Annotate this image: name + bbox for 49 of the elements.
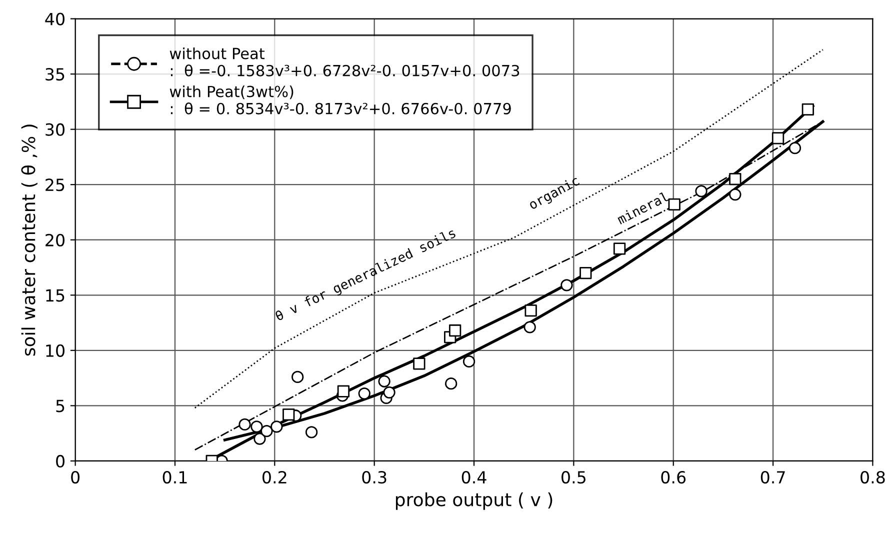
x-tick-label: 0 xyxy=(71,470,80,484)
legend-label: with Peat(3wt%) xyxy=(170,85,294,100)
point xyxy=(305,426,318,438)
point xyxy=(238,418,251,431)
point xyxy=(462,355,476,368)
x-axis-title: probe output ( v ) xyxy=(396,492,552,510)
y-axis-title: soil water content ( θ ,% ) xyxy=(21,124,38,356)
point xyxy=(270,420,283,433)
y-tick-label: 0 xyxy=(56,454,64,468)
annotation: : θ =-0. 1583v³+0. 6728v²-0. 0157v+0. 0073 xyxy=(170,64,520,76)
x-tick-label: 0.2 xyxy=(262,470,286,484)
point xyxy=(580,266,592,280)
x-tick-label: 0.1 xyxy=(162,470,187,484)
point xyxy=(729,188,742,201)
point xyxy=(449,324,462,337)
point xyxy=(378,375,390,388)
point xyxy=(413,358,426,370)
x-tick-label: 0.5 xyxy=(562,470,586,484)
point xyxy=(260,425,273,438)
y-tick-label: 15 xyxy=(46,289,64,302)
y-tick-label: 25 xyxy=(46,178,64,192)
x-tick-label: 0.6 xyxy=(661,470,686,484)
y-tick-label: 35 xyxy=(46,68,64,81)
point xyxy=(695,185,708,198)
legend-label: without Peat xyxy=(170,47,265,60)
y-tick-label: 5 xyxy=(56,400,64,412)
point xyxy=(802,103,814,116)
x-tick-label: 0.3 xyxy=(362,470,386,484)
annotation: : θ = 0. 8534v³-0. 8173v²+0. 6766v-0. 0779 xyxy=(170,102,511,114)
point xyxy=(292,370,304,384)
y-tick-label: 40 xyxy=(45,12,64,26)
point xyxy=(560,279,573,292)
point xyxy=(337,385,350,398)
point xyxy=(383,386,396,398)
x-tick-label: 0.7 xyxy=(760,470,785,484)
point xyxy=(613,242,626,255)
y-tick-label: 20 xyxy=(46,234,64,246)
point xyxy=(524,304,537,317)
point xyxy=(282,408,295,421)
x-tick-label: 0.8 xyxy=(860,470,885,484)
point xyxy=(788,142,802,154)
point xyxy=(729,172,742,186)
point xyxy=(668,198,680,211)
point xyxy=(772,132,784,144)
x-tick-label: 0.4 xyxy=(462,470,486,484)
point xyxy=(524,321,536,334)
y-tick-label: 30 xyxy=(46,123,64,136)
y-tick-label: 10 xyxy=(46,344,64,357)
point xyxy=(445,378,458,390)
